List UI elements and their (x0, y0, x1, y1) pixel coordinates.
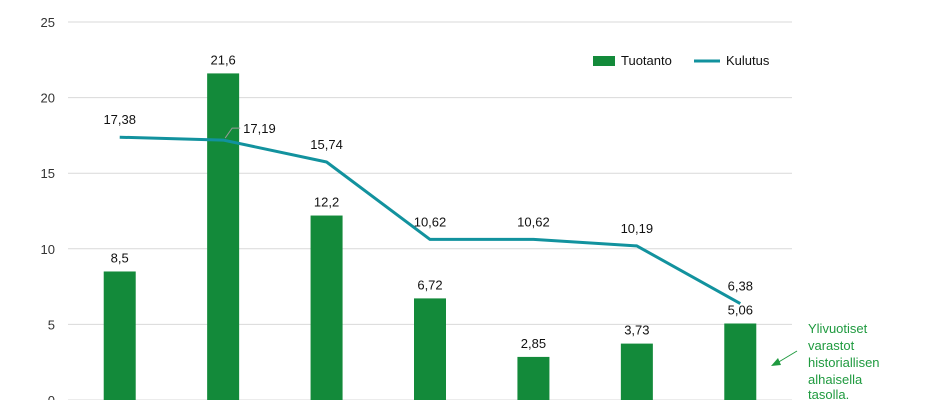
bar-tuotanto (310, 215, 343, 400)
bar-tuotanto (517, 356, 550, 400)
annotation-line-4: alhaisella (808, 372, 863, 387)
line-value-label: 15,74 (310, 137, 343, 152)
y-tick-label: 10 (41, 242, 55, 257)
annotation: Ylivuotiset varastot historiallisen alha… (771, 321, 883, 400)
annotation-line-2: varastot (808, 338, 855, 353)
y-tick-label: 0 (48, 393, 55, 400)
line-value-label: 17,38 (103, 112, 136, 127)
line-value-label: 10,62 (517, 214, 550, 229)
line-path-kulutus (119, 135, 742, 305)
line-value-label: 17,19 (243, 121, 276, 136)
bar-value-label: 5,06 (728, 302, 753, 317)
line-value-label: 10,19 (621, 221, 654, 236)
line-kulutus (119, 135, 742, 305)
line-value-label: 6,38 (728, 279, 753, 294)
gridlines (68, 21, 792, 400)
bar-tuotanto (414, 298, 446, 400)
annotation-line-3: historiallisen (808, 355, 880, 370)
bar-value-label: 8,5 (111, 250, 129, 265)
bar-tuotanto (207, 73, 240, 400)
bar-value-label: 2,85 (521, 336, 546, 351)
annotation-arrow-head (771, 358, 781, 366)
y-axis: 0 5 10 15 20 25 (41, 15, 55, 400)
annotation-line-5: tasolla. (808, 387, 849, 400)
y-tick-label: 20 (41, 91, 55, 106)
legend-label-tuotanto: Tuotanto (621, 53, 672, 68)
bar-value-label: 6,72 (417, 277, 442, 292)
y-tick-label: 25 (41, 15, 55, 30)
bar-value-label: 12,2 (314, 195, 339, 210)
line-data-labels: 17,38 17,19 15,74 10,62 10,62 10,19 6,38 (103, 112, 753, 293)
line-value-label: 10,62 (414, 214, 447, 229)
bar-value-label: 21,6 (210, 52, 235, 67)
legend-label-kulutus: Kulutus (726, 53, 770, 68)
line-label-leader (224, 127, 241, 139)
annotation-text: Ylivuotiset varastot historiallisen alha… (808, 321, 883, 400)
y-tick-label: 15 (41, 166, 55, 181)
annotation-line-1: Ylivuotiset (808, 321, 868, 336)
bar-value-label: 3,73 (624, 323, 649, 338)
annotation-arrow-shaft (776, 350, 798, 364)
legend: Tuotanto Kulutus (593, 53, 770, 68)
bar-tuotanto (724, 323, 757, 400)
bar-tuotanto (620, 343, 653, 400)
y-tick-label: 5 (48, 317, 55, 332)
bar-data-labels: 8,5 21,6 12,2 6,72 2,85 3,73 5,06 (111, 52, 753, 351)
bars-tuotanto (103, 73, 757, 400)
bar-tuotanto (103, 271, 136, 400)
legend-swatch-tuotanto (593, 56, 615, 66)
